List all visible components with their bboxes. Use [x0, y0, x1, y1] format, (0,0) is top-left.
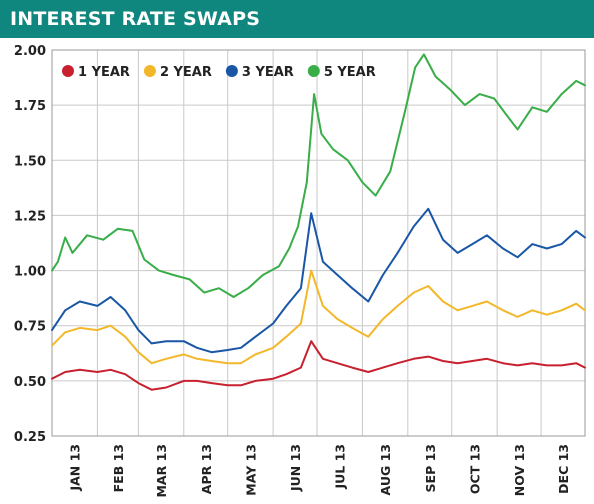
y-tick-label: 0.25: [14, 430, 46, 445]
legend-label: 3 YEAR: [242, 65, 294, 80]
line-chart: 0.25 0.50 0.75 1.00 1.25 1.50 1.75 2.00 JAN 13 FE…: [14, 44, 586, 498]
x-tick-label: JAN 13: [68, 444, 83, 492]
legend-swatch: [143, 65, 156, 77]
series-line: [51, 340, 586, 391]
y-tick-label: 1.25: [14, 209, 46, 224]
chart-area: 0.25 0.50 0.75 1.00 1.25 1.50 1.75 2.00 JAN 13 FE…: [0, 38, 594, 500]
x-tick-label: MAY 13: [243, 444, 258, 496]
x-tick-label: JUL 13: [333, 444, 348, 490]
legend-swatch: [307, 65, 320, 77]
x-tick-label: DEC 13: [556, 444, 571, 494]
series-lines: [51, 53, 586, 391]
x-tick-label: OCT 13: [467, 444, 482, 494]
y-tick-label: 1.00: [14, 265, 46, 280]
header-bar: INTEREST RATE SWAPS: [0, 0, 594, 38]
legend-swatch: [62, 65, 74, 77]
plot-border: [51, 49, 586, 437]
x-tick-label: MAR 13: [154, 444, 169, 498]
legend-label: 5 YEAR: [324, 65, 376, 80]
series-line: [51, 207, 586, 354]
legend: 1 YEAR 2 YEAR 3 YEAR 5 YEAR: [62, 65, 376, 80]
y-tick-label: 2.00: [14, 44, 46, 59]
chart-title: INTEREST RATE SWAPS: [10, 8, 261, 30]
legend-label: 2 YEAR: [160, 65, 212, 80]
y-tick-label: 0.50: [14, 375, 46, 390]
x-tick-label: JUN 13: [288, 444, 303, 492]
x-tick-label: AUG 13: [378, 444, 393, 495]
y-tick-label: 0.75: [14, 320, 46, 335]
x-tick-label: NOV 13: [512, 444, 527, 496]
x-tick-label: APR 13: [199, 444, 214, 494]
y-tick-label: 1.50: [14, 154, 46, 169]
series-line: [51, 53, 586, 298]
legend-swatch: [225, 65, 238, 77]
axes: 0.25 0.50 0.75 1.00 1.25 1.50 1.75 2.00 JAN 13 FE…: [14, 44, 571, 498]
series-line: [51, 269, 586, 365]
x-tick-label: SEP 13: [423, 444, 438, 492]
legend-label: 1 YEAR: [78, 65, 130, 80]
x-tick-label: FEB 13: [111, 444, 126, 492]
y-tick-label: 1.75: [14, 99, 46, 114]
